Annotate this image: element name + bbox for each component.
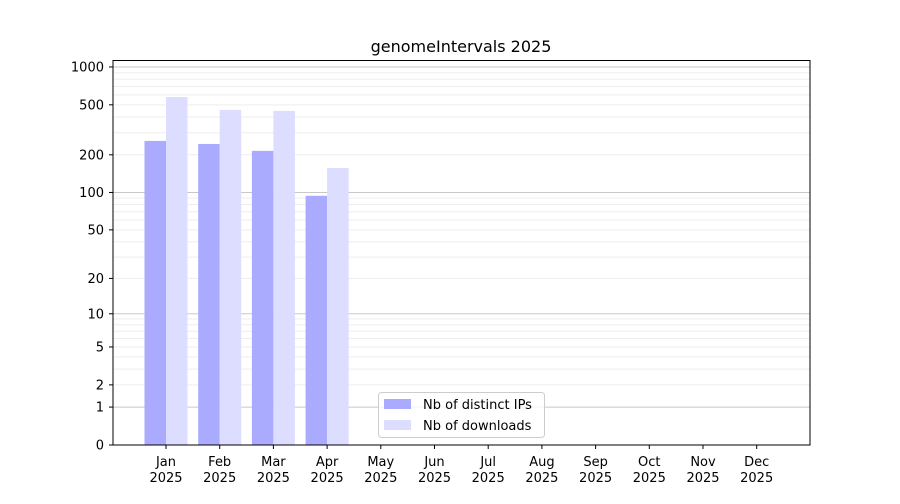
- x-tick-label: Sep 2025: [579, 455, 612, 486]
- bar-downloads: [273, 110, 295, 446]
- bar-downloads: [219, 109, 242, 445]
- x-tick-label: May 2025: [364, 455, 397, 486]
- y-tick-label: 100: [79, 186, 104, 201]
- y-tick-label: 10: [87, 307, 104, 322]
- y-tick-label: 5: [96, 340, 104, 355]
- x-axis: Jan 2025 Feb 2025 Mar 2025 Apr 2025 May 2025 Jun 20…: [149, 445, 773, 486]
- x-tick-label: Nov 2025: [686, 455, 719, 486]
- x-tick-label: Jan 2025: [149, 455, 182, 486]
- legend-label: Nb of downloads: [423, 419, 532, 434]
- bar-distinct-ips: [305, 195, 328, 445]
- y-tick-label: 200: [79, 148, 104, 163]
- legend: Nb of distinct IPs Nb of downloads: [378, 392, 545, 438]
- plot-frame: [112, 60, 811, 446]
- y-tick-label: 500: [79, 98, 104, 113]
- x-tick-label: Feb 2025: [203, 455, 236, 486]
- y-tick-label: 1000: [71, 60, 104, 75]
- y-tick-label: 0: [96, 439, 104, 454]
- y-tick-label: 2: [96, 378, 104, 393]
- x-tick-label: Mar 2025: [257, 455, 290, 486]
- bars: [144, 96, 349, 446]
- legend-label: Nb of distinct IPs: [423, 398, 532, 413]
- x-tick-label: Dec 2025: [740, 455, 773, 486]
- x-tick-label: Oct 2025: [633, 455, 666, 486]
- x-tick-label: Jul 2025: [472, 455, 505, 486]
- chart-title: genomeIntervals 2025: [371, 37, 552, 56]
- bar-downloads: [166, 96, 188, 445]
- bar-distinct-ips: [251, 150, 274, 445]
- y-axis: 0 1 2 5 10 20 50 100 200 500 1000: [71, 60, 113, 454]
- x-tick-label: Apr 2025: [311, 455, 344, 486]
- y-tick-label: 50: [87, 223, 104, 238]
- bar-downloads: [327, 167, 349, 445]
- legend-swatch: [384, 399, 411, 409]
- bar-distinct-ips: [144, 140, 166, 445]
- legend-box: [378, 392, 545, 438]
- x-tick-label: Jun 2025: [418, 455, 451, 486]
- y-tick-label: 1: [96, 401, 104, 416]
- x-tick-label: Aug 2025: [525, 455, 558, 486]
- bar-distinct-ips: [198, 143, 220, 445]
- legend-swatch: [384, 420, 411, 430]
- y-tick-label: 20: [87, 272, 104, 287]
